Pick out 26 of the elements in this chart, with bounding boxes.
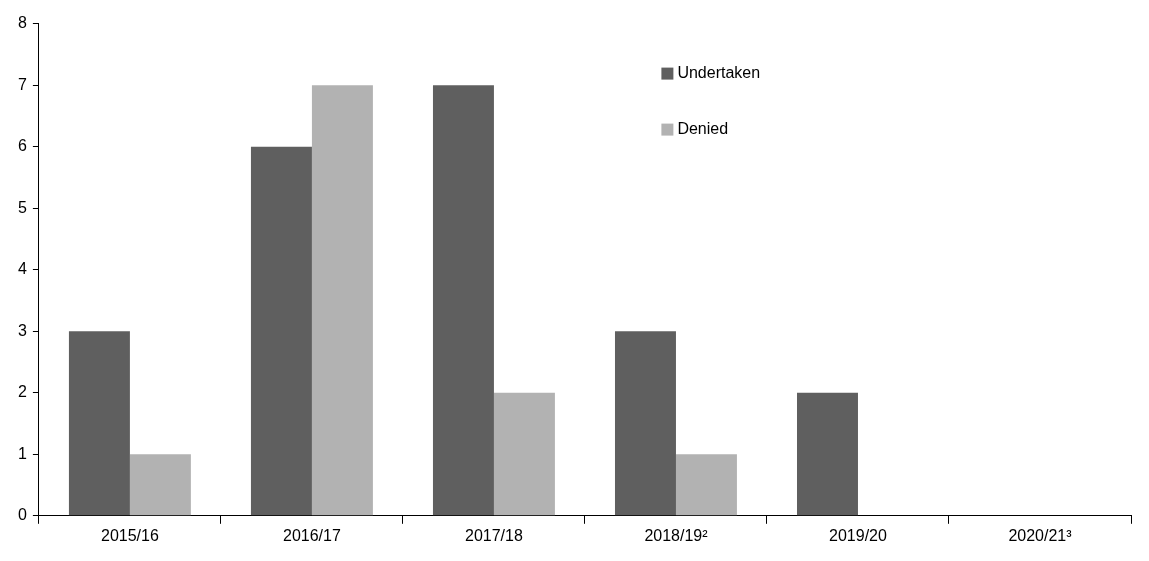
y-tick-label: 6 [17,137,27,155]
x-tick-label: 2015/16 [100,526,159,544]
legend-label: Undertaken [677,64,761,82]
y-tick-label: 5 [17,198,27,216]
y-tick-label: 2 [17,383,27,401]
bar [68,331,130,516]
y-tick-label: 3 [17,321,27,339]
bar [250,146,312,516]
y-tick-label: 8 [17,14,27,32]
bar [797,392,858,516]
y-tick-label: 7 [17,75,27,93]
bar [493,392,555,516]
legend-label: Denied [677,120,729,138]
x-tick-label: 2016/17 [283,526,341,544]
x-tick-label: 2020/21³ [1008,526,1073,544]
bar [614,331,676,516]
x-tick-label: 2017/18 [465,526,523,544]
x-tick-label: 2018/19² [644,526,709,544]
y-tick-label: 0 [17,506,27,524]
x-tick-label: 2019/20 [829,526,887,544]
y-tick-label: 1 [17,444,27,462]
bar [311,85,373,516]
bar [675,454,737,516]
y-tick-label: 4 [17,260,27,278]
bar [129,454,191,516]
bar [432,85,494,516]
